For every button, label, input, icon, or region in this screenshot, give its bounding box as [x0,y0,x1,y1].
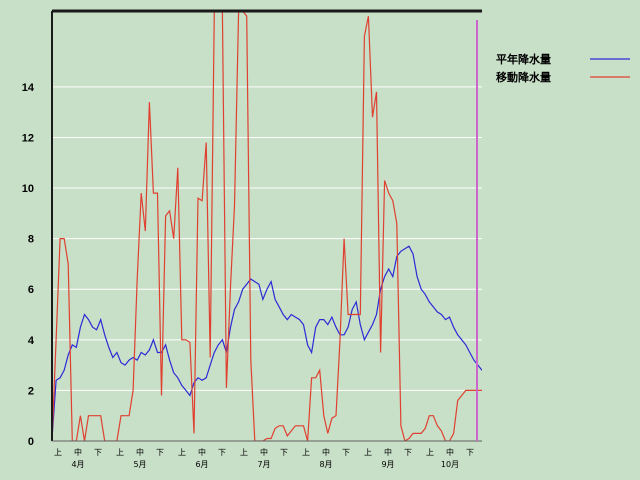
x-tick-month: 6月 [195,460,208,469]
x-tick-month: 10月 [441,460,459,469]
x-tick-period: 上 [54,448,62,457]
x-tick-month: 5月 [133,460,146,469]
y-tick-label: 10 [22,183,34,195]
x-tick-period: 上 [302,448,310,457]
x-tick-month: 8月 [319,460,332,469]
y-tick-label: 8 [28,234,34,246]
y-tick-label: 12 [22,132,34,144]
y-tick-label: 2 [28,385,34,397]
x-tick-month: 9月 [381,460,394,469]
x-tick-period: 下 [94,448,102,457]
x-tick-period: 中 [198,447,206,457]
x-tick-period: 下 [156,448,164,457]
y-tick-label: 14 [22,82,35,94]
x-tick-period: 下 [280,448,288,457]
series-lines [52,10,482,441]
x-tick-period: 上 [426,448,434,457]
x-tick-labels: 上 中 下 上 中 下 上 中 下 上 中 下 上 中 下 上 中 下 上 中 下 4月 5月 6月 7月 8月 9月 10月 [54,447,474,469]
x-tick-month: 4月 [71,460,84,469]
x-tick-period: 下 [342,448,350,457]
x-tick-period: 下 [404,448,412,457]
x-tick-period: 上 [116,448,124,457]
x-tick-period: 上 [240,448,248,457]
x-tick-period: 中 [260,447,268,457]
x-tick-period: 下 [218,448,226,457]
y-tick-label: 4 [28,335,35,347]
legend-label: 平年降水量 [496,52,551,66]
x-tick-month: 7月 [257,460,270,469]
x-tick-period: 上 [364,448,372,457]
grid-lines [52,86,482,391]
y-tick-label: 6 [28,284,34,296]
x-tick-period: 下 [466,448,474,457]
y-tick-label: 0 [28,436,34,448]
x-tick-period: 中 [446,447,454,457]
legend-label: 移動降水量 [496,70,551,84]
x-tick-period: 中 [136,447,144,457]
x-tick-period: 中 [322,447,330,457]
series-line-normal [52,245,482,439]
x-tick-period: 中 [74,447,82,457]
x-tick-period: 上 [178,448,186,457]
x-tick-period: 中 [384,447,392,457]
series-line-moving [52,10,482,441]
y-tick-labels: 0 2 4 6 8 10 12 14 [22,82,35,448]
